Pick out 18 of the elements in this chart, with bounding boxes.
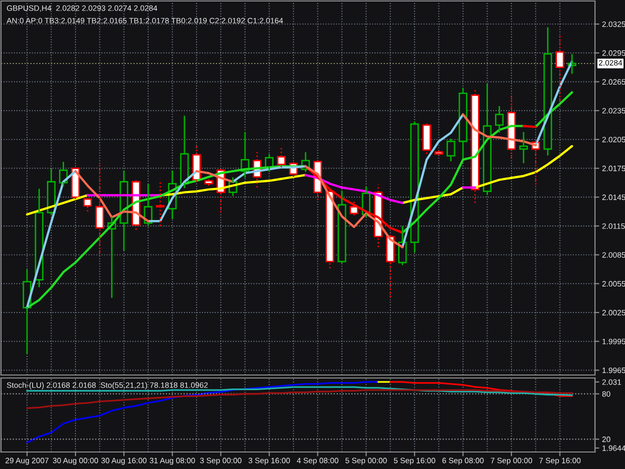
line-series xyxy=(474,145,574,189)
candlestick xyxy=(277,145,286,168)
candlestick xyxy=(519,132,528,164)
candlestick xyxy=(204,178,214,186)
candlestick xyxy=(434,149,444,156)
line-series xyxy=(534,91,574,128)
candlestick xyxy=(470,88,480,204)
candlestick xyxy=(180,116,189,188)
candlestick xyxy=(83,197,92,212)
line-series xyxy=(26,389,573,410)
candlestick xyxy=(338,190,346,264)
candlestick xyxy=(556,34,564,102)
line-series xyxy=(390,381,573,397)
candlestick xyxy=(543,27,552,156)
candlestick xyxy=(350,199,358,216)
candlestick xyxy=(422,122,431,155)
candlestick xyxy=(446,138,456,162)
candlestick xyxy=(495,106,504,132)
